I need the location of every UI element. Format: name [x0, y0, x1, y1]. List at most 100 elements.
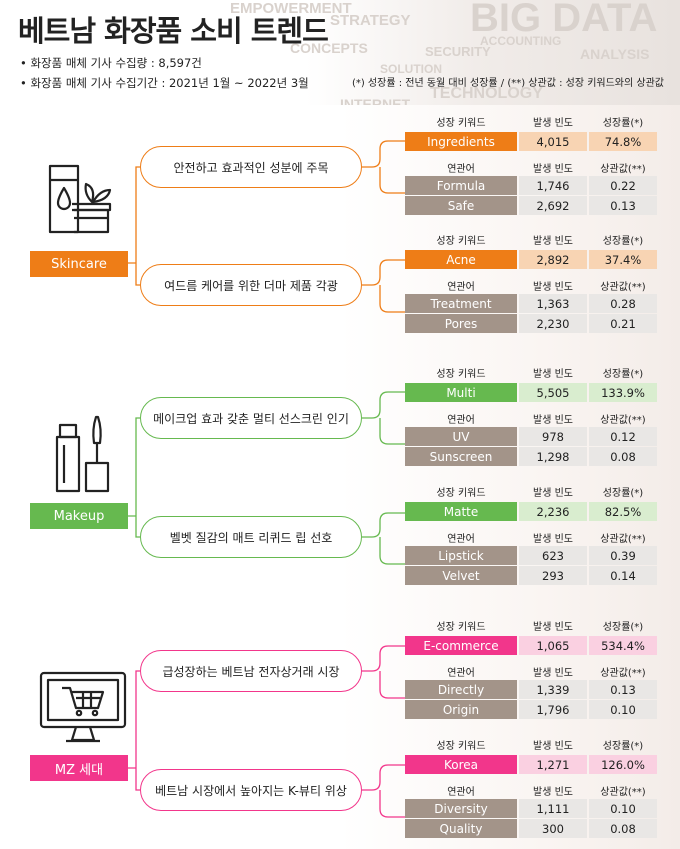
shopping-cart-monitor-icon [39, 671, 127, 743]
bg-word: CONCEPTS [290, 40, 368, 56]
bg-word: STRATEGY [330, 12, 411, 29]
header-frequency: 발생 빈도 [533, 534, 573, 545]
related-correlation: 0.13 [589, 680, 657, 699]
related-keyword: Origin [405, 700, 517, 719]
trend-bubble: 급성장하는 베트남 전자상거래 시장 [140, 650, 362, 692]
category-label-skincare: Skincare [30, 251, 128, 277]
growth-keyword-frequency: 2,236 [519, 502, 587, 521]
info-line: • 화장품 매체 기사 수집기간 : 2021년 1월 ~ 2022년 3월 [20, 76, 309, 90]
skincare-bottle-icon [48, 164, 112, 234]
related-keyword: Safe [405, 196, 517, 215]
trend-bubble: 메이크업 효과 갖춘 멀티 선스크린 인기 [140, 397, 362, 439]
header-frequency: 발생 빈도 [533, 369, 573, 380]
related-frequency: 623 [519, 546, 587, 565]
related-keyword: Treatment [405, 294, 517, 313]
header-correlation: 상관값(**) [600, 787, 646, 798]
related-frequency: 978 [519, 427, 587, 446]
growth-keyword-rate: 82.5% [589, 502, 657, 521]
header-growth-keyword: 성장 키워드 [436, 488, 486, 499]
main-background [0, 105, 680, 849]
related-correlation: 0.22 [589, 176, 657, 195]
related-frequency: 1,339 [519, 680, 587, 699]
growth-keyword: Acne [405, 250, 517, 269]
header-growth-keyword: 성장 키워드 [436, 236, 486, 247]
page-title: 베트남 화장품 소비 트렌드 [18, 14, 329, 48]
header-related: 연관어 [447, 787, 475, 798]
header-frequency: 발생 빈도 [533, 488, 573, 499]
header-growth-rate: 성장률(*) [602, 488, 644, 499]
related-frequency: 1,111 [519, 799, 587, 818]
header-growth-keyword: 성장 키워드 [436, 741, 486, 752]
growth-keyword: Matte [405, 502, 517, 521]
bg-word: SOLUTION [380, 62, 442, 76]
growth-keyword-frequency: 1,271 [519, 755, 587, 774]
header-frequency: 발생 빈도 [533, 787, 573, 798]
related-correlation: 0.39 [589, 546, 657, 565]
header-frequency: 발생 빈도 [533, 741, 573, 752]
growth-keyword-frequency: 4,015 [519, 132, 587, 151]
growth-keyword: Multi [405, 383, 517, 402]
trend-bubble: 여드름 케어를 위한 더마 제품 각광 [140, 264, 362, 306]
bg-word: BIG DATA [470, 0, 658, 40]
growth-keyword: Ingredients [405, 132, 517, 151]
category-label-makeup: Makeup [30, 503, 128, 529]
related-frequency: 1,796 [519, 700, 587, 719]
growth-keyword: E-commerce [405, 636, 517, 655]
header-growth-rate: 성장률(*) [602, 369, 644, 380]
related-frequency: 300 [519, 819, 587, 838]
header-growth-rate: 성장률(*) [602, 118, 644, 129]
trend-bubble: 베트남 시장에서 높아지는 K-뷰티 위상 [140, 769, 362, 811]
header-growth-keyword: 성장 키워드 [436, 118, 486, 129]
trend-bubble: 안전하고 효과적인 성분에 주목 [140, 146, 362, 188]
related-keyword: Sunscreen [405, 447, 517, 466]
growth-keyword: Korea [405, 755, 517, 774]
header-growth-keyword: 성장 키워드 [436, 622, 486, 633]
header-growth-keyword: 성장 키워드 [436, 369, 486, 380]
related-keyword: Velvet [405, 566, 517, 585]
related-correlation: 0.12 [589, 427, 657, 446]
related-keyword: UV [405, 427, 517, 446]
header-frequency: 발생 빈도 [533, 668, 573, 679]
related-correlation: 0.10 [589, 799, 657, 818]
growth-keyword-frequency: 5,505 [519, 383, 587, 402]
related-frequency: 1,298 [519, 447, 587, 466]
header-frequency: 발생 빈도 [533, 118, 573, 129]
related-correlation: 0.14 [589, 566, 657, 585]
related-keyword: Quality [405, 819, 517, 838]
related-correlation: 0.13 [589, 196, 657, 215]
related-frequency: 293 [519, 566, 587, 585]
related-keyword: Formula [405, 176, 517, 195]
bg-word: INTERNET [340, 96, 410, 105]
related-frequency: 1,363 [519, 294, 587, 313]
bg-word: EMPOWERMENT [230, 0, 352, 17]
header-related: 연관어 [447, 668, 475, 679]
header-related: 연관어 [447, 534, 475, 545]
related-keyword: Lipstick [405, 546, 517, 565]
bg-word: ACCOUNTING [480, 34, 562, 48]
header-frequency: 발생 빈도 [533, 622, 573, 633]
related-correlation: 0.21 [589, 314, 657, 333]
related-keyword: Diversity [405, 799, 517, 818]
header-correlation: 상관값(**) [600, 668, 646, 679]
makeup-brush-icon [55, 415, 110, 493]
bg-word: SECURITY [425, 44, 491, 59]
footnote: (*) 성장률 : 전년 동월 대비 성장률 / (**) 상관값 : 성장 키… [351, 78, 664, 89]
header-frequency: 발생 빈도 [533, 415, 573, 426]
header-frequency: 발생 빈도 [533, 282, 573, 293]
growth-keyword-rate: 126.0% [589, 755, 657, 774]
related-keyword: Pores [405, 314, 517, 333]
header-growth-rate: 성장률(*) [602, 741, 644, 752]
bg-word: ANALYSIS [580, 46, 650, 62]
header-related: 연관어 [447, 415, 475, 426]
header-related: 연관어 [447, 164, 475, 175]
growth-keyword-frequency: 1,065 [519, 636, 587, 655]
header-growth-rate: 성장률(*) [602, 622, 644, 633]
header-frequency: 발생 빈도 [533, 164, 573, 175]
growth-keyword-rate: 133.9% [589, 383, 657, 402]
related-correlation: 0.08 [589, 447, 657, 466]
header-correlation: 상관값(**) [600, 415, 646, 426]
header-frequency: 발생 빈도 [533, 236, 573, 247]
related-correlation: 0.10 [589, 700, 657, 719]
growth-keyword-rate: 534.4% [589, 636, 657, 655]
